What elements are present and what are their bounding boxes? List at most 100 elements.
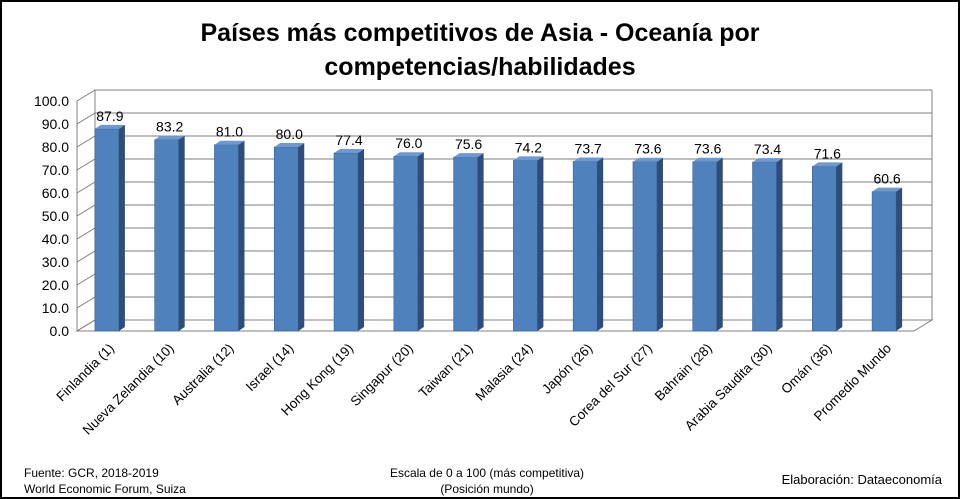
data-label: 74.2 (515, 139, 542, 155)
bar-side (238, 140, 245, 331)
x-tick-label: Malasia (24) (472, 341, 535, 404)
bar-front (273, 146, 299, 332)
x-tick-label: Israel (14) (243, 341, 297, 395)
bar-side (118, 124, 125, 331)
x-tick-label: Taiwan (21) (416, 341, 476, 401)
bar-front (692, 161, 718, 332)
bar-front (632, 161, 658, 332)
y-tick-label: 60.0 (42, 185, 69, 201)
y-tick-label: 30.0 (42, 254, 69, 270)
bar-side (776, 158, 783, 331)
bar-front (453, 156, 478, 332)
bar-front (812, 166, 837, 332)
bar-side (477, 153, 484, 331)
bar (333, 148, 365, 332)
bar-side (716, 157, 723, 331)
x-tick-label: Singapur (20) (347, 341, 415, 409)
chart-floor (75, 319, 934, 332)
bar-side (836, 162, 843, 331)
bar-front (871, 191, 897, 332)
data-label: 76.0 (395, 135, 422, 151)
bar (812, 162, 843, 332)
bar-front (752, 161, 777, 332)
chart-title: Países más competitivos de Asia - Oceaní… (2, 16, 958, 84)
scale-line-1: Escala de 0 a 100 (más competitiva) (389, 466, 585, 480)
source-line-2: World Economic Forum, Suiza (24, 482, 186, 496)
data-label: 73.7 (575, 140, 602, 156)
gridline (76, 158, 932, 171)
gridline (76, 135, 932, 148)
bar (572, 157, 604, 332)
x-tick-label: Finlandia (1) (53, 341, 117, 405)
bar-front (214, 144, 239, 332)
bar-top (94, 124, 125, 129)
data-label: 73.6 (694, 141, 721, 157)
bar-top (334, 148, 365, 153)
scale-line-2: (Posición mundo) (440, 482, 534, 496)
bar-side (656, 157, 663, 331)
y-axis-ticks: 0.0 10.0 20.0 30.0 40.0 50.0 60.0 70.0 80.0 90.0 1… (34, 93, 69, 339)
bar (273, 143, 305, 332)
bar-side (537, 156, 544, 331)
chart-title-line-1: Países más competitivos de Asia - Oceaní… (200, 19, 760, 47)
credit-note: Elaboración: Dataeconomía (781, 472, 942, 487)
bar-front (333, 152, 359, 332)
bar-top (752, 158, 783, 163)
y-tick-label: 20.0 (42, 277, 69, 293)
data-label: 73.4 (754, 141, 781, 157)
bar-top (632, 157, 663, 162)
bar-top (573, 157, 604, 162)
bar (752, 158, 783, 332)
data-label: 87.9 (96, 108, 123, 124)
gridline (76, 112, 932, 125)
gridline (76, 250, 932, 263)
source-line-1: Fuente: GCR, 2018-2019 (24, 466, 159, 480)
bar-top (692, 157, 723, 162)
bar-side (896, 187, 903, 331)
gridline (76, 204, 932, 217)
bar-front (513, 160, 538, 332)
y-tick-label: 70.0 (42, 162, 69, 178)
gridline (76, 181, 932, 194)
bar (154, 135, 185, 332)
y-tick-label: 90.0 (42, 116, 69, 132)
bar-front (572, 161, 598, 332)
data-label: 60.6 (873, 171, 900, 187)
back-gridlines (76, 89, 932, 332)
bar-top (274, 143, 305, 147)
gridline (76, 273, 932, 286)
data-label: 81.0 (216, 124, 243, 140)
x-axis-labels: Finlandia (1)Nueva Zelandia (10)Australi… (53, 341, 894, 438)
y-tick-label: 10.0 (42, 300, 69, 316)
bar-top (453, 153, 484, 158)
bar (632, 157, 663, 332)
bar-side (298, 143, 305, 331)
bar (871, 187, 903, 332)
x-tick-label: Bahrain (28) (652, 341, 715, 404)
bar-front (393, 155, 419, 332)
gridline (76, 227, 932, 240)
bar (692, 157, 723, 332)
data-label: 77.4 (335, 132, 362, 148)
bar-front (94, 128, 120, 332)
bar-top (872, 187, 903, 192)
data-label: 73.6 (634, 141, 661, 157)
gridline (76, 89, 932, 102)
chart-title-line-2: competencias/habilidades (324, 53, 636, 81)
scale-note: Escala de 0 a 100 (más competitiva) (Pos… (332, 465, 642, 497)
bar-top (812, 162, 843, 167)
bar (393, 152, 424, 332)
bar-front (154, 139, 179, 332)
y-tick-label: 0.0 (50, 323, 70, 339)
x-tick-label: Omán (36) (778, 341, 834, 397)
bar-side (358, 148, 365, 331)
y-tick-label: 80.0 (42, 139, 69, 155)
gridline (76, 296, 932, 309)
x-tick-label: Japón (26) (539, 341, 595, 397)
data-labels: 87.9 83.2 81.0 80.0 77.4 76.0 75.6 74.2 73.7 73.6… (96, 108, 901, 187)
x-tick-label: Australia (12) (169, 341, 236, 408)
gridline (76, 319, 932, 332)
bar-top (154, 135, 185, 140)
